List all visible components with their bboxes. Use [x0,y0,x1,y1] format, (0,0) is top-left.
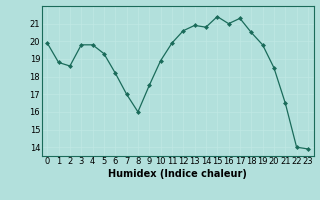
X-axis label: Humidex (Indice chaleur): Humidex (Indice chaleur) [108,169,247,179]
